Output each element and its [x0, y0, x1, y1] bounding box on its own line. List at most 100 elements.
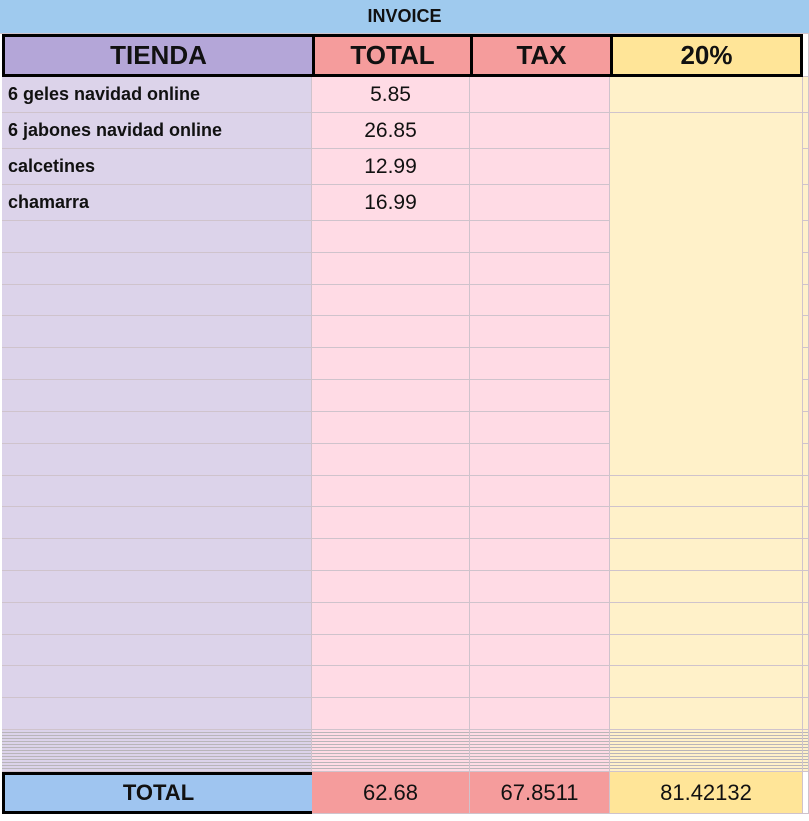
cell [312, 380, 470, 412]
cell [2, 698, 312, 730]
amount: 16.99 [312, 185, 470, 221]
cell [803, 603, 809, 635]
row-divider [470, 730, 610, 772]
cell [470, 221, 610, 253]
cell [312, 539, 470, 571]
cell [803, 285, 809, 316]
cell [610, 666, 803, 698]
cell [312, 412, 470, 444]
cell [312, 666, 470, 698]
cell [2, 603, 312, 635]
cell [2, 476, 312, 507]
total-label: TOTAL [2, 772, 315, 814]
cell [803, 113, 809, 149]
cell [2, 253, 312, 285]
cell [803, 444, 809, 476]
cell [312, 285, 470, 316]
cell [470, 316, 610, 348]
cell [470, 412, 610, 444]
cell [2, 444, 312, 476]
amount: 26.85 [312, 113, 470, 149]
cell [470, 698, 610, 730]
row-divider [2, 730, 312, 772]
cell [610, 539, 803, 571]
row-divider [803, 730, 809, 772]
footer-space [0, 814, 809, 821]
sheet-title: INVOICE [0, 0, 809, 34]
cell [610, 571, 803, 603]
cell [2, 412, 312, 444]
cell [470, 539, 610, 571]
cell [470, 348, 610, 380]
cell [803, 698, 809, 730]
column-header: TOTAL [312, 34, 473, 77]
cell [610, 507, 803, 539]
cell [803, 316, 809, 348]
cell [312, 221, 470, 253]
merged-cell [610, 113, 803, 476]
cell [312, 571, 470, 603]
amount: 12.99 [312, 149, 470, 185]
amount: 5.85 [312, 77, 470, 113]
column-header: 20% [610, 34, 803, 77]
cell [312, 698, 470, 730]
cell [803, 772, 809, 814]
cell [803, 476, 809, 507]
cell [470, 253, 610, 285]
cell [312, 348, 470, 380]
gutter [0, 34, 2, 814]
cell [2, 666, 312, 698]
store-name: calcetines [2, 149, 312, 185]
cell [2, 348, 312, 380]
cell [610, 77, 803, 113]
cell [470, 603, 610, 635]
total-value: 62.68 [312, 772, 470, 814]
cell [610, 635, 803, 666]
cell [2, 571, 312, 603]
cell [312, 635, 470, 666]
cell [803, 380, 809, 412]
cell [470, 476, 610, 507]
cell [470, 571, 610, 603]
cell [2, 539, 312, 571]
cell [470, 185, 610, 221]
cell [2, 507, 312, 539]
cell [470, 113, 610, 149]
row-divider [312, 730, 470, 772]
cell [470, 77, 610, 113]
cell [2, 635, 312, 666]
cell [470, 635, 610, 666]
cell [470, 507, 610, 539]
cell [803, 539, 809, 571]
cell [2, 316, 312, 348]
cell [610, 698, 803, 730]
cell [803, 635, 809, 666]
cell [803, 221, 809, 253]
cell [610, 476, 803, 507]
cell [803, 253, 809, 285]
cell [803, 77, 809, 113]
cell [2, 380, 312, 412]
cell [2, 285, 312, 316]
store-name: 6 jabones navidad online [2, 113, 312, 149]
column-header: TIENDA [2, 34, 315, 77]
store-name: 6 geles navidad online [2, 77, 312, 113]
total-value: 67.8511 [470, 772, 610, 814]
cell [312, 253, 470, 285]
cell [803, 412, 809, 444]
cell [803, 149, 809, 185]
cell [2, 221, 312, 253]
column-header: TAX [470, 34, 613, 77]
cell [470, 149, 610, 185]
cell [312, 603, 470, 635]
cell [803, 348, 809, 380]
row-divider [610, 730, 803, 772]
cell [610, 603, 803, 635]
total-value: 81.42132 [610, 772, 803, 814]
cell [312, 507, 470, 539]
cell [803, 571, 809, 603]
store-name: chamarra [2, 185, 312, 221]
cell [803, 185, 809, 221]
cell [312, 476, 470, 507]
